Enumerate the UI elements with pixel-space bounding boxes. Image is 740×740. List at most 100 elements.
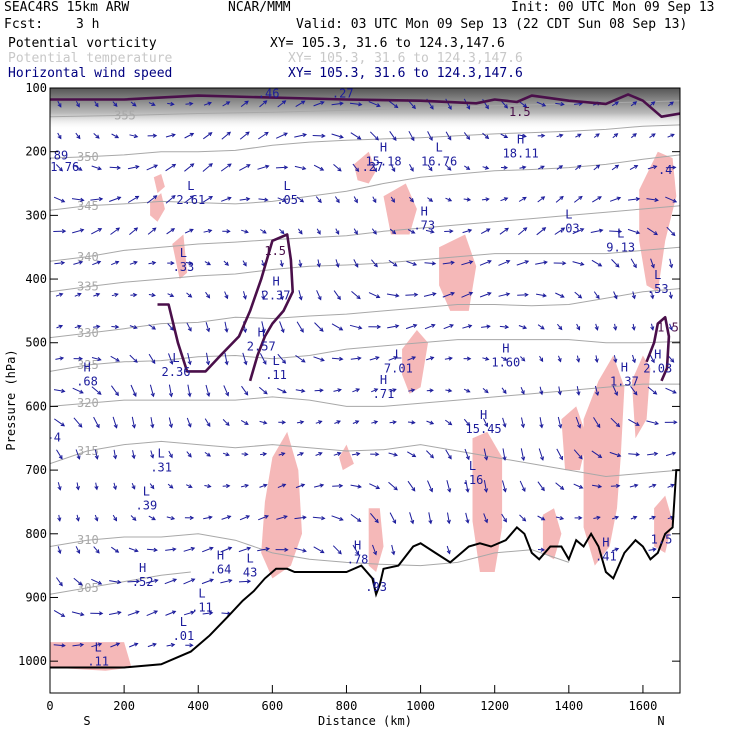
pressure-center-value: 2.57 [247,339,276,353]
wind-vector-head [355,420,360,425]
wind-vector [387,325,399,329]
wind-vector-head [76,103,80,108]
wind-vector [444,357,452,360]
wind-vector-head [265,547,271,552]
wind-vector [186,451,192,458]
x-tick-label: 1600 [628,699,657,713]
wind-vector-head [578,195,583,200]
wind-vector-head [447,455,452,460]
wind-vector-head [669,101,674,106]
wind-vector-head [261,295,266,301]
wind-vector [165,610,176,616]
wind-vector-head [466,197,472,202]
wind-vector [405,294,418,296]
wind-vector-head [650,326,655,331]
wind-vector-head [245,131,250,136]
wind-vector [647,453,658,456]
wind-vector-head [559,485,565,490]
wind-vector [666,226,676,236]
wind-vector-head [672,198,678,203]
y-tick-label: 400 [25,272,47,286]
theta-contour-line [50,533,569,567]
wind-vector-head [188,484,193,488]
wind-vector-head [225,392,229,397]
wind-vector-head [115,357,120,362]
wind-vector-head [154,578,159,583]
wind-vector-head [374,518,379,524]
wind-vector [407,480,416,492]
wind-vector-head [522,517,527,522]
wind-vector-head [189,195,195,200]
pressure-center-letter: L [158,446,165,460]
wind-vector-head [354,230,358,235]
valid-time: Valid: 03 UTC Mon 09 Sep 13 (22 CDT Sun … [296,17,688,32]
wind-vector-head [483,488,489,493]
wind-vector-head [225,483,231,489]
wind-vector-head [116,196,122,201]
wind-vector-head [337,550,342,555]
wind-vector-head [429,105,434,110]
wind-vector [240,419,249,425]
wind-vector-head [79,228,85,233]
wind-vector-head [653,451,659,457]
y-tick-label: 900 [25,590,47,604]
wind-vector [205,384,210,397]
wind-vector [369,356,379,361]
wind-vector [593,164,600,171]
wind-vector-head [410,519,415,525]
wind-vector-head [208,515,213,520]
wind-vector-head [375,485,381,490]
wind-vector-head [60,422,66,427]
wind-vector [239,131,250,140]
wind-vector [315,196,322,203]
wind-vector-head [283,165,289,170]
wind-vector-head [576,326,581,331]
wind-vector [499,325,509,328]
pressure-center-letter: H [621,360,628,374]
wind-vector-head [651,515,656,520]
wind-vector [665,387,677,394]
wind-vector-head [429,388,434,393]
wind-vector [611,101,619,107]
wind-vector-head [468,291,474,296]
wind-vector-head [243,360,248,366]
wind-vector-head [133,260,138,265]
wind-vector [372,196,377,203]
wind-vector-head [319,166,325,171]
wind-vector [315,452,322,456]
wind-vector [53,644,65,647]
wind-vector [205,291,210,299]
wind-vector-head [206,327,211,333]
wind-vector [127,166,139,170]
pv-contour-label: 1.5 [657,320,679,334]
wind-vector [92,261,101,266]
wind-vector-head [613,326,618,331]
wind-vector [129,227,138,235]
wind-vector-head [76,455,81,460]
wind-vector-head [171,163,177,168]
wind-vector-head [133,325,138,330]
wind-vector [239,164,251,171]
wind-vector-head [411,453,417,458]
theta-contours: 305 310 315 320 325 330 335 340 345 350 355 [50,100,680,595]
wind-vector [242,352,247,365]
wind-vector [424,324,435,330]
wind-vector-head [355,167,360,173]
wind-vector-head [598,228,604,233]
wind-vector-head [375,294,381,299]
wind-vector [463,418,470,426]
wind-vector-head [317,198,322,204]
wind-vector-head [447,421,453,426]
pressure-center-letter: L [95,641,102,655]
wind-vector-head [57,549,62,555]
wind-vector [53,609,65,617]
wind-vector-head [151,292,156,298]
pressure-center-value: .73 [413,218,435,232]
pressure-center-letter: L [180,246,187,260]
wind-vector-head [449,229,454,234]
wind-vector [649,133,656,139]
wind-vector-head [411,104,416,110]
wind-vector-head [206,392,211,398]
x-tick-label: 1000 [406,699,435,713]
wind-vector [93,133,100,139]
